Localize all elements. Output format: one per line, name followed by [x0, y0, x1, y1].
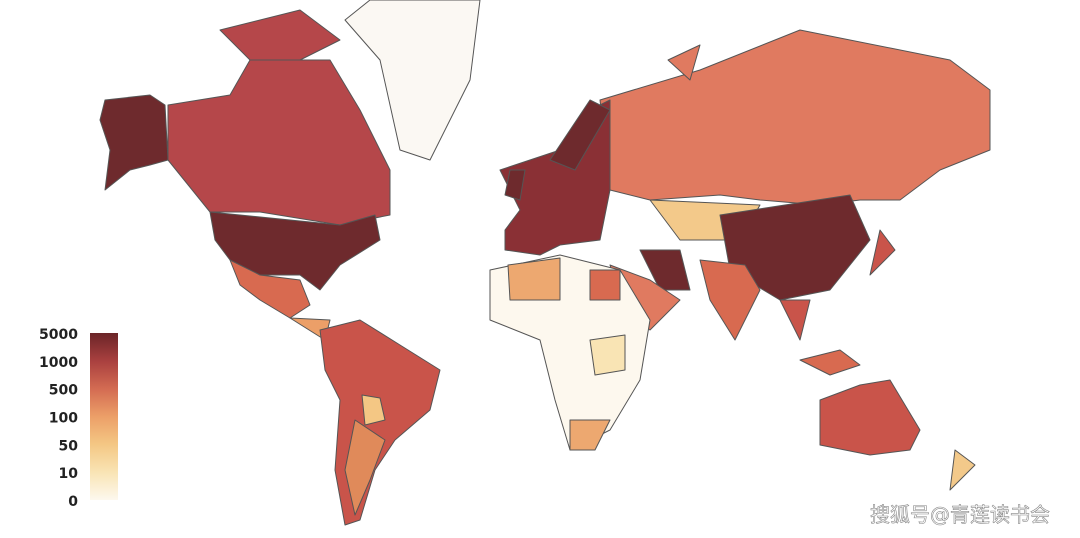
country	[699, 259, 761, 341]
country	[549, 99, 611, 171]
world-map	[99, 0, 991, 526]
country	[504, 169, 526, 201]
country	[319, 319, 441, 526]
watermark: 搜狐号@青莲读书会	[870, 503, 1050, 527]
country	[569, 419, 611, 451]
country	[639, 249, 691, 291]
country	[99, 94, 169, 191]
country	[589, 269, 621, 301]
country	[219, 9, 341, 61]
country	[507, 257, 561, 301]
country	[819, 379, 921, 456]
country	[667, 44, 701, 81]
legend-tick-label: 500	[49, 383, 78, 399]
country	[779, 299, 811, 341]
legend-tick-label: 10	[59, 466, 79, 482]
legend-tick-label: 50	[59, 438, 79, 454]
country	[869, 229, 896, 276]
legend-tick-label: 5000	[39, 327, 78, 343]
country	[344, 0, 481, 161]
country	[361, 394, 386, 426]
country	[599, 29, 991, 206]
country	[489, 254, 651, 451]
country	[949, 449, 976, 491]
country	[209, 211, 381, 291]
country	[167, 59, 391, 226]
country	[229, 259, 311, 319]
country	[344, 419, 386, 516]
legend-tick-label: 0	[68, 494, 78, 510]
colorbar	[90, 333, 118, 500]
legend-tick-label: 1000	[39, 355, 78, 371]
legend-tick-label: 100	[49, 411, 78, 427]
country	[799, 349, 861, 376]
country	[589, 334, 626, 376]
